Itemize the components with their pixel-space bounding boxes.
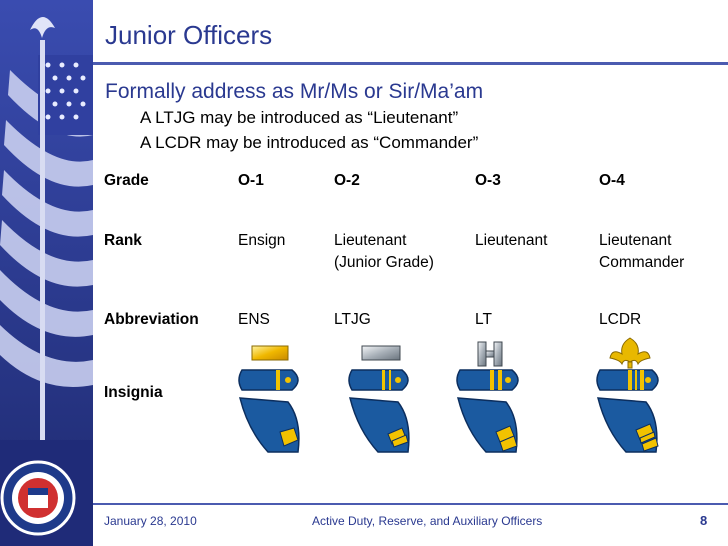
- flag-illustration: [0, 0, 93, 546]
- sidebar-decoration: [0, 0, 93, 546]
- rank-o2-line1: Lieutenant: [334, 232, 407, 249]
- footer-date: January 28, 2010: [104, 514, 197, 528]
- rank-o1: Ensign: [238, 230, 285, 252]
- rank-o2: Lieutenant (Junior Grade): [334, 230, 434, 274]
- grade-o1: O-1: [238, 172, 264, 189]
- abbr-o4: LCDR: [599, 311, 642, 328]
- rank-o3-line1: Lieutenant: [475, 232, 548, 249]
- shoulder-board-icon: [238, 369, 299, 391]
- abbr-o3: LT: [475, 311, 492, 328]
- bullet-text: Formally address as Mr/Ms or Sir/Ma’am: [105, 80, 484, 103]
- double-silver-bars-icon: [477, 341, 503, 367]
- row-label-rank: Rank: [104, 232, 142, 249]
- grade-o2: O-2: [334, 172, 360, 189]
- insignia-lcdr: [596, 337, 659, 453]
- shoulder-board-icon: [348, 369, 409, 391]
- gold-bar-icon: [251, 345, 289, 361]
- abbr-o1: ENS: [238, 311, 270, 328]
- row-label-grade: Grade: [104, 172, 149, 189]
- sub-bullet-lcdr: A LCDR may be introduced as “Commander”: [140, 133, 479, 152]
- insignia-lt: [456, 341, 519, 453]
- rank-o1-line1: Ensign: [238, 232, 286, 249]
- grade-o4: O-4: [599, 172, 625, 189]
- silver-bar-icon: [361, 345, 401, 361]
- grade-o3: O-3: [475, 172, 501, 189]
- row-label-abbreviation: Abbreviation: [104, 311, 199, 328]
- rank-o4-line1: Lieutenant: [599, 232, 672, 249]
- rank-o2-line2: (Junior Grade): [334, 254, 434, 271]
- sub-bullet-ltjg: A LTJG may be introduced as “Lieutenant”: [140, 108, 459, 127]
- abbr-o2: LTJG: [334, 311, 371, 328]
- gold-oak-leaf-icon: [609, 337, 651, 369]
- row-label-insignia: Insignia: [104, 384, 163, 401]
- footer-divider: [93, 503, 728, 505]
- rank-o4: Lieutenant Commander: [599, 230, 684, 274]
- insignia-ens: [238, 345, 300, 453]
- rank-o4-line2: Commander: [599, 254, 685, 271]
- slide-title: Junior Officers: [105, 20, 273, 50]
- rank-o3: Lieutenant: [475, 230, 547, 252]
- insignia-ltjg: [348, 345, 410, 453]
- footer-title: Active Duty, Reserve, and Auxiliary Offi…: [312, 514, 543, 528]
- page-number: 8: [700, 513, 708, 528]
- title-divider: [93, 62, 728, 65]
- shoulder-board-icon: [456, 369, 519, 391]
